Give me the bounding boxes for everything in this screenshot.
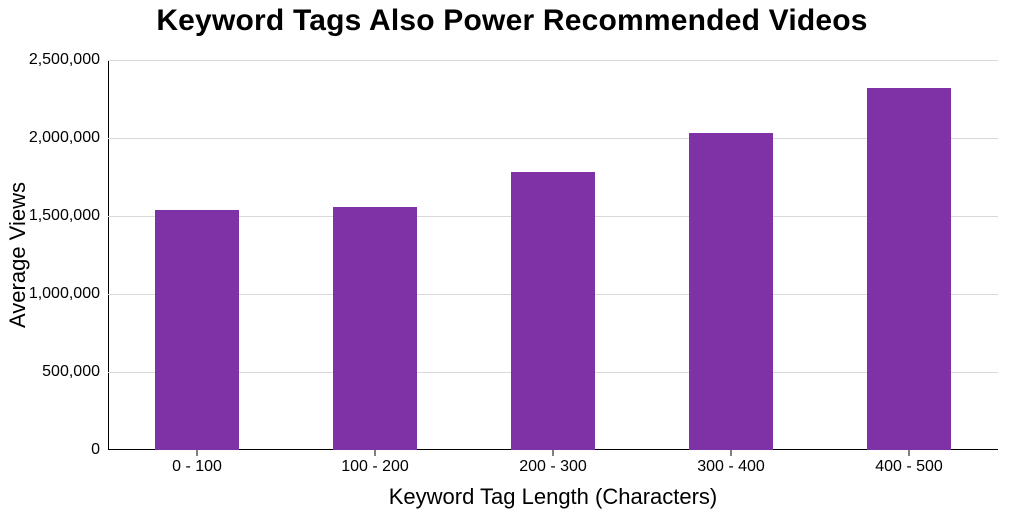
bar — [333, 207, 417, 450]
bar — [689, 133, 773, 450]
bar — [155, 210, 239, 450]
y-tick-label: 1,000,000 — [18, 285, 100, 303]
x-tick-label: 300 - 400 — [697, 458, 765, 476]
bar — [511, 172, 595, 450]
plot-area: Keyword Tag Length (Characters) 0500,000… — [108, 60, 998, 450]
x-tick-label: 400 - 500 — [875, 458, 943, 476]
x-tick-mark — [731, 450, 732, 456]
x-tick-label: 0 - 100 — [172, 458, 222, 476]
y-tick-label: 2,000,000 — [18, 129, 100, 147]
x-axis-title: Keyword Tag Length (Characters) — [108, 484, 998, 510]
chart-title: Keyword Tags Also Power Recommended Vide… — [0, 4, 1024, 38]
y-tick-label: 1,500,000 — [18, 207, 100, 225]
chart-container: Keyword Tags Also Power Recommended Vide… — [0, 0, 1024, 517]
y-tick-label: 0 — [18, 441, 100, 459]
bar — [867, 88, 951, 450]
y-axis-title-wrap: Average Views — [6, 60, 30, 450]
x-tick-mark — [909, 450, 910, 456]
x-tick-mark — [197, 450, 198, 456]
y-axis-title: Average Views — [5, 182, 31, 328]
x-tick-mark — [553, 450, 554, 456]
x-tick-label: 200 - 300 — [519, 458, 587, 476]
y-tick-label: 2,500,000 — [18, 51, 100, 69]
gridline — [108, 138, 998, 139]
x-tick-mark — [375, 450, 376, 456]
x-tick-label: 100 - 200 — [341, 458, 409, 476]
y-axis-line — [108, 60, 109, 450]
y-tick-label: 500,000 — [18, 363, 100, 381]
gridline — [108, 60, 998, 61]
